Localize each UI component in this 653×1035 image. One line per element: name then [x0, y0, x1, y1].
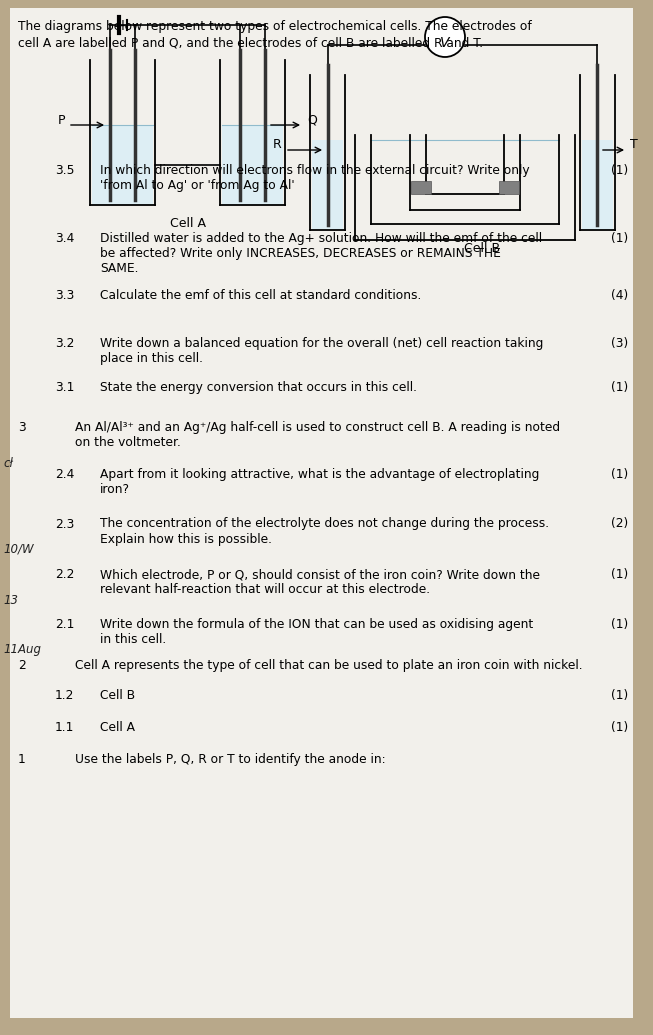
Text: 13: 13: [3, 594, 18, 607]
Bar: [499, 181, 519, 194]
Text: 3.2: 3.2: [55, 337, 74, 351]
Text: Cell A represents the type of cell that can be used to plate an iron coin with n: Cell A represents the type of cell that …: [75, 659, 582, 673]
Circle shape: [425, 17, 465, 57]
Text: Apart from it looking attractive, what is the advantage of electroplating
iron?: Apart from it looking attractive, what i…: [100, 468, 539, 496]
Text: Cell A: Cell A: [100, 721, 135, 735]
Text: In which direction will electrons flow in the external circuit? Write only
'from: In which direction will electrons flow i…: [100, 164, 530, 191]
Text: 1.2: 1.2: [55, 689, 74, 703]
Text: (1): (1): [611, 721, 628, 735]
Text: (1): (1): [611, 618, 628, 631]
Text: (3): (3): [611, 337, 628, 351]
Text: T: T: [630, 139, 638, 151]
Text: (2): (2): [611, 518, 628, 531]
Text: (1): (1): [611, 568, 628, 582]
Text: Write down the formula of the ION that can be used as oxidising agent
in this ce: Write down the formula of the ION that c…: [100, 618, 534, 646]
Text: 3.3: 3.3: [55, 289, 74, 302]
FancyBboxPatch shape: [10, 8, 633, 1018]
Polygon shape: [582, 140, 613, 230]
Text: 2.1: 2.1: [55, 618, 74, 631]
Text: 11Aug: 11Aug: [3, 644, 41, 656]
Text: 10/W: 10/W: [3, 542, 34, 555]
Text: Cell B: Cell B: [464, 242, 501, 255]
Text: 3.5: 3.5: [55, 164, 74, 177]
Text: cell A are labelled P and Q, and the electrodes of cell B are labelled R and T.: cell A are labelled P and Q, and the ele…: [18, 36, 483, 49]
Polygon shape: [222, 125, 283, 205]
Polygon shape: [312, 140, 343, 230]
Text: (1): (1): [611, 164, 628, 177]
Polygon shape: [92, 125, 153, 205]
Text: 1.1: 1.1: [55, 721, 74, 735]
Text: P: P: [57, 114, 65, 126]
Text: The diagrams below represent two types of electrochemical cells. The electrodes : The diagrams below represent two types o…: [18, 20, 532, 33]
Text: 3: 3: [18, 421, 25, 435]
Text: (1): (1): [611, 381, 628, 394]
Text: Distilled water is added to the Ag+ solution. How will the emf of the cell
be af: Distilled water is added to the Ag+ solu…: [100, 232, 542, 275]
Text: Calculate the emf of this cell at standard conditions.: Calculate the emf of this cell at standa…: [100, 289, 421, 302]
Text: An Al/Al³⁺ and an Ag⁺/Ag half-cell is used to construct cell B. A reading is not: An Al/Al³⁺ and an Ag⁺/Ag half-cell is us…: [75, 421, 560, 449]
Text: 1: 1: [18, 753, 25, 767]
Text: Which electrode, P or Q, should consist of the iron coin? Write down the
relevan: Which electrode, P or Q, should consist …: [100, 568, 540, 596]
Text: 2.3: 2.3: [55, 518, 74, 531]
Text: R: R: [273, 139, 282, 151]
Text: 2: 2: [18, 659, 25, 673]
Bar: [411, 181, 431, 194]
Text: Write down a balanced equation for the overall (net) cell reaction taking
place : Write down a balanced equation for the o…: [100, 337, 543, 365]
Text: 2.2: 2.2: [55, 568, 74, 582]
Text: (4): (4): [611, 289, 628, 302]
Text: Cell A: Cell A: [170, 217, 206, 230]
Text: (1): (1): [611, 468, 628, 481]
Text: Q: Q: [307, 114, 317, 126]
Text: 3.4: 3.4: [55, 232, 74, 245]
Text: 3.1: 3.1: [55, 381, 74, 394]
Text: The concentration of the electrolyte does not change during the process.
Explain: The concentration of the electrolyte doe…: [100, 518, 549, 545]
Text: (1): (1): [611, 232, 628, 245]
Text: cł: cł: [3, 457, 13, 470]
Text: Use the labels P, Q, R or T to identify the anode in:: Use the labels P, Q, R or T to identify …: [75, 753, 386, 767]
Text: State the energy conversion that occurs in this cell.: State the energy conversion that occurs …: [100, 381, 417, 394]
Text: V: V: [440, 36, 450, 50]
Text: 2.4: 2.4: [55, 468, 74, 481]
Text: (1): (1): [611, 689, 628, 703]
Text: Cell B: Cell B: [100, 689, 135, 703]
